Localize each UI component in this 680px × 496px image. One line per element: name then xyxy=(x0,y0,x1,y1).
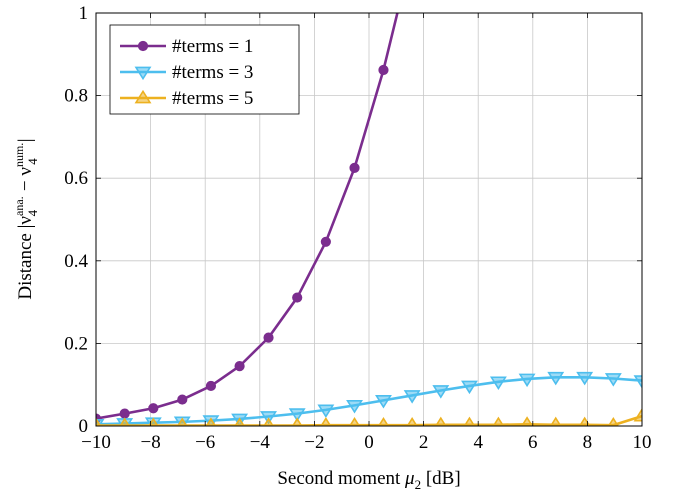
data-point xyxy=(292,292,303,303)
x-tick-label: −4 xyxy=(250,432,271,453)
x-tick-label: 6 xyxy=(528,432,538,453)
y-axis-label-sub2: 4 xyxy=(25,158,40,165)
data-point xyxy=(288,408,306,422)
y-tick-label: 0.4 xyxy=(64,251,88,272)
legend-entry: #terms = 5 xyxy=(120,88,253,109)
legend-marker xyxy=(137,40,149,52)
data-point xyxy=(177,394,188,405)
data-point xyxy=(633,375,642,389)
x-tick-label: 2 xyxy=(419,432,429,453)
data-point xyxy=(547,371,565,386)
data-point xyxy=(633,407,642,422)
legend-marker xyxy=(134,66,152,81)
legend-entry: #terms = 1 xyxy=(120,36,253,57)
y-tick-label: 0.8 xyxy=(64,86,88,107)
data-point xyxy=(176,417,188,426)
legend-label: #terms = 3 xyxy=(172,62,253,83)
series-1 xyxy=(96,13,399,424)
x-tick-label: 10 xyxy=(633,432,652,453)
data-point xyxy=(205,417,217,426)
y-axis-label: Distance |νana.4 − νnum.4| xyxy=(12,138,40,299)
x-tick-label: −10 xyxy=(81,432,111,453)
x-axis-label: Second moment μ2 [dB] xyxy=(277,468,460,492)
x-tick-label: 4 xyxy=(473,432,483,453)
data-point xyxy=(263,332,274,343)
data-point xyxy=(604,373,622,387)
y-tick-label: 1 xyxy=(79,3,89,24)
legend-label: #terms = 1 xyxy=(172,36,253,57)
data-point xyxy=(434,416,447,426)
legend-entry: #terms = 3 xyxy=(120,62,253,83)
tick-layer: −10 −8 −6 −4 −2 0 2 4 6 8 10 0 0.2 0.4 0.6 0.8 1 xyxy=(64,3,651,453)
data-point xyxy=(320,236,331,247)
y-axis-label-end: | xyxy=(15,138,36,142)
y-tick-label: 0.2 xyxy=(64,333,88,354)
y-axis-label-mid: − ν xyxy=(15,167,36,196)
y-tick-label: 0 xyxy=(79,416,89,437)
data-point xyxy=(148,403,159,414)
x-axis-label-symbol: μ xyxy=(404,468,415,489)
data-point xyxy=(549,416,562,426)
data-point xyxy=(317,404,335,419)
data-point xyxy=(518,373,536,388)
data-point xyxy=(492,416,505,426)
legend: #terms = 1 #terms = 3 #terms = 5 xyxy=(109,24,300,115)
data-point xyxy=(378,64,389,76)
data-point xyxy=(403,390,421,404)
x-tick-label: 8 xyxy=(583,432,593,453)
data-point xyxy=(320,417,332,426)
x-tick-label: −2 xyxy=(304,432,324,453)
legend-marker xyxy=(134,89,152,104)
y-axis-label-sub1: 4 xyxy=(25,209,40,216)
y-axis-label-sup1: ana. xyxy=(12,196,26,216)
y-tick-label: 0.6 xyxy=(64,168,88,189)
x-tick-label: −8 xyxy=(140,432,160,453)
data-point xyxy=(291,417,303,426)
data-point xyxy=(147,417,159,426)
data-point xyxy=(205,380,217,392)
data-point xyxy=(375,395,392,409)
data-point xyxy=(432,385,450,399)
data-point xyxy=(349,162,360,173)
data-point xyxy=(96,417,102,426)
x-axis-label-unit: [dB] xyxy=(421,468,461,489)
x-axis-label-sub: 2 xyxy=(415,477,422,492)
y-axis-label-sup2: num. xyxy=(12,143,26,167)
data-point xyxy=(346,399,363,414)
data-point xyxy=(234,417,245,426)
data-point xyxy=(520,416,534,426)
data-point xyxy=(461,380,478,395)
data-point xyxy=(119,408,130,419)
x-tick-label: −6 xyxy=(195,432,215,453)
data-point xyxy=(348,417,361,426)
y-axis-label-text: Distance |ν xyxy=(15,216,36,300)
data-point xyxy=(377,417,390,426)
data-point xyxy=(263,417,274,426)
x-axis-label-text: Second moment xyxy=(277,468,405,489)
legend-label: #terms = 5 xyxy=(172,88,253,109)
data-point xyxy=(119,417,131,426)
data-point xyxy=(463,416,476,426)
x-tick-label: 0 xyxy=(364,432,374,453)
data-point xyxy=(406,417,418,426)
data-point xyxy=(234,361,245,372)
data-point xyxy=(607,417,619,426)
data-point xyxy=(576,371,594,386)
data-point xyxy=(489,376,507,390)
